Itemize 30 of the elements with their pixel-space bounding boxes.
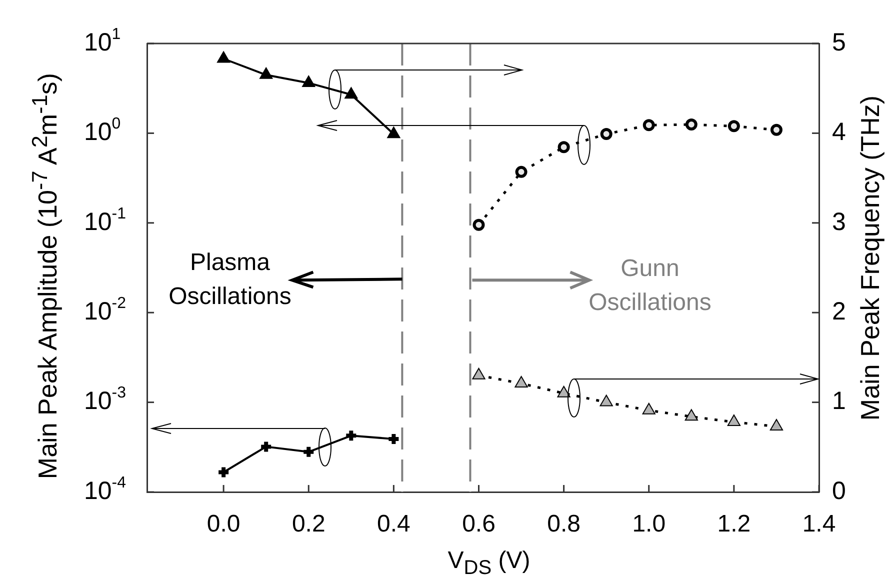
x-tick-label: 0.0: [206, 510, 240, 538]
point: [259, 440, 274, 454]
y2-tick-label: 1: [832, 387, 846, 416]
point: [515, 166, 528, 178]
y2-tick-label: 0: [832, 476, 846, 505]
x-tick-label: 1.4: [802, 510, 836, 538]
point: [642, 119, 655, 132]
point: [216, 465, 231, 480]
point: [770, 124, 782, 136]
point: [728, 120, 740, 132]
annotation: Gunn Oscillations: [588, 254, 712, 318]
point: [600, 128, 612, 140]
x-tick-label: 0.6: [462, 510, 496, 538]
y2-axis-title: Main Peak Frequency (THz): [854, 94, 886, 422]
x-tick-label: 0.8: [547, 510, 581, 538]
y2-tick-label: 2: [832, 297, 846, 326]
point: [685, 118, 698, 131]
y2-tick-label: 4: [832, 118, 846, 146]
x-tick-label: 0.2: [292, 510, 326, 538]
point: [344, 428, 358, 443]
x-tick-label: 0.4: [377, 510, 410, 538]
point: [472, 218, 485, 231]
annotation: Plasma Oscillations: [168, 248, 292, 312]
x-axis-title: V$_{DS}$ (V): [446, 546, 532, 579]
y2-tick-label: 3: [832, 208, 846, 236]
x-tick-label: 1.0: [632, 510, 666, 538]
point: [302, 444, 316, 459]
y2-tick-label: 5: [832, 28, 846, 56]
x-tick-label: 1.2: [717, 510, 751, 538]
point: [558, 141, 570, 154]
